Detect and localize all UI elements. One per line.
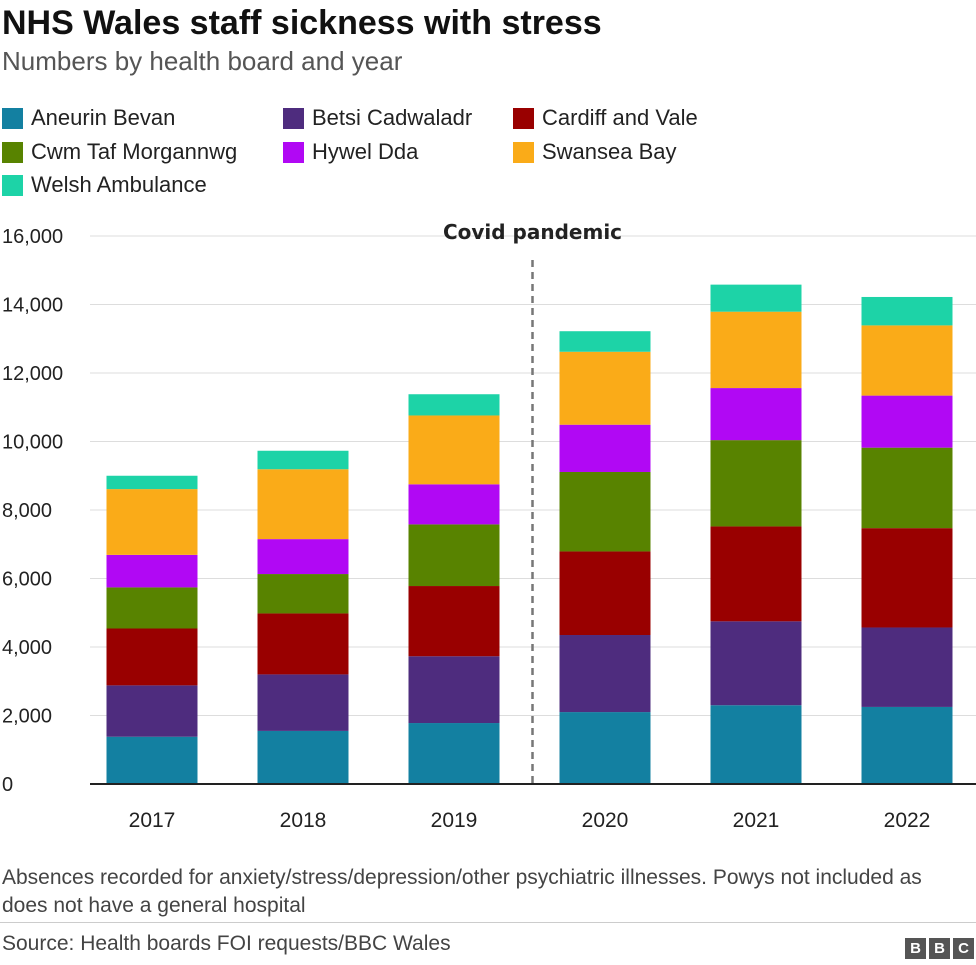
legend-label: Hywel Dda bbox=[312, 139, 419, 164]
bar-segment bbox=[408, 524, 500, 587]
bar-segment bbox=[106, 628, 198, 686]
bar-segment bbox=[106, 685, 198, 737]
bar-segment bbox=[106, 587, 198, 629]
bar-segment bbox=[106, 736, 198, 784]
x-tick-label: 2020 bbox=[582, 809, 629, 832]
legend-swatch bbox=[513, 141, 534, 163]
x-tick-label: 2017 bbox=[129, 809, 176, 832]
bar-segment bbox=[559, 551, 651, 636]
bar-segment bbox=[408, 415, 500, 485]
x-tick-label: 2019 bbox=[431, 809, 478, 832]
bar-segment bbox=[408, 723, 500, 784]
bar-segment bbox=[861, 395, 953, 448]
bar-segment bbox=[861, 706, 953, 784]
y-tick-label: 10,000 bbox=[2, 432, 63, 454]
legend-item-cardiff-and-vale: Cardiff and Vale bbox=[513, 104, 698, 132]
legend-item-cwm-taf-morgannwg: Cwm Taf Morgannwg bbox=[2, 138, 237, 166]
bar-segment bbox=[710, 440, 802, 527]
bar-segment bbox=[408, 484, 500, 525]
legend-item-hywel-dda: Hywel Dda bbox=[283, 138, 418, 166]
legend-swatch bbox=[513, 107, 534, 129]
bar-segment bbox=[257, 450, 349, 470]
legend-item-welsh-ambulance: Welsh Ambulance bbox=[2, 171, 207, 199]
bbc-logo: B B C bbox=[905, 938, 974, 959]
bar-segment bbox=[106, 554, 198, 588]
legend-swatch bbox=[2, 107, 23, 129]
legend-swatch bbox=[2, 174, 23, 196]
bar-segment bbox=[710, 388, 802, 441]
y-tick-label: 12,000 bbox=[2, 363, 63, 385]
bar-segment bbox=[408, 394, 500, 416]
bar-segment bbox=[559, 471, 651, 552]
y-tick-label: 4,000 bbox=[2, 637, 52, 659]
bar-segment bbox=[257, 674, 349, 731]
bar-segment bbox=[710, 311, 802, 389]
legend-label: Cardiff and Vale bbox=[542, 105, 698, 130]
legend-label: Aneurin Bevan bbox=[31, 105, 176, 130]
y-tick-label: 16,000 bbox=[2, 226, 63, 248]
bbc-logo-letter: C bbox=[953, 938, 974, 959]
bbc-logo-letter: B bbox=[929, 938, 950, 959]
bar-segment bbox=[257, 730, 349, 784]
bar-segment bbox=[861, 296, 953, 326]
chart-note: Absences recorded for anxiety/stress/dep… bbox=[2, 866, 922, 917]
bar-segment bbox=[408, 586, 500, 657]
bar-segment bbox=[257, 539, 349, 575]
y-tick-label: 14,000 bbox=[2, 295, 63, 317]
legend-label: Welsh Ambulance bbox=[31, 172, 207, 197]
bar-segment bbox=[710, 284, 802, 312]
bar-segment bbox=[559, 424, 651, 472]
bar-segment bbox=[257, 574, 349, 614]
source-text: Source: Health boards FOI requests/BBC W… bbox=[2, 932, 451, 955]
legend-item-swansea-bay: Swansea Bay bbox=[513, 138, 677, 166]
bar-segment bbox=[257, 613, 349, 675]
bar-segment bbox=[106, 489, 198, 555]
chart-title: NHS Wales staff sickness with stress bbox=[2, 4, 602, 42]
covid-annotation-label: Covid pandemic bbox=[443, 220, 622, 244]
legend-label: Betsi Cadwaladr bbox=[312, 105, 473, 130]
bar-segment bbox=[559, 635, 651, 713]
stacked-bar-chart: 0 2,000 4,000 6,000 8,000 10,000 12,000 14,000 1… bbox=[2, 220, 976, 832]
bar-segment bbox=[559, 712, 651, 784]
y-tick-label: 6,000 bbox=[2, 569, 52, 591]
bar-segment bbox=[861, 627, 953, 707]
bbc-logo-letter: B bbox=[905, 938, 926, 959]
x-tick-label: 2021 bbox=[733, 809, 780, 832]
legend-swatch bbox=[2, 141, 23, 163]
bar-segment bbox=[559, 351, 651, 425]
bar-segment bbox=[710, 526, 802, 622]
bar-segment bbox=[106, 475, 198, 490]
legend-label: Swansea Bay bbox=[542, 139, 677, 164]
bar-segment bbox=[710, 705, 802, 784]
bar-segment bbox=[257, 469, 349, 540]
y-tick-label: 2,000 bbox=[2, 706, 52, 728]
legend-item-aneurin-bevan: Aneurin Bevan bbox=[2, 104, 175, 132]
x-tick-label: 2022 bbox=[884, 809, 931, 832]
legend-swatch bbox=[283, 141, 304, 163]
legend-item-betsi-cadwaladr: Betsi Cadwaladr bbox=[283, 104, 472, 132]
bar-segment bbox=[408, 656, 500, 724]
bar-segment bbox=[861, 528, 953, 628]
y-tick-label: 8,000 bbox=[2, 500, 52, 522]
footer-divider bbox=[0, 922, 976, 923]
bar-segment bbox=[861, 325, 953, 396]
legend-swatch bbox=[283, 107, 304, 129]
bar-segment bbox=[710, 621, 802, 706]
legend-label: Cwm Taf Morgannwg bbox=[31, 139, 238, 164]
y-tick-label: 0 bbox=[2, 774, 13, 796]
bar-segment bbox=[559, 331, 651, 352]
bar-segment bbox=[861, 447, 953, 529]
x-tick-label: 2018 bbox=[280, 809, 327, 832]
chart-subtitle: Numbers by health board and year bbox=[2, 46, 403, 76]
